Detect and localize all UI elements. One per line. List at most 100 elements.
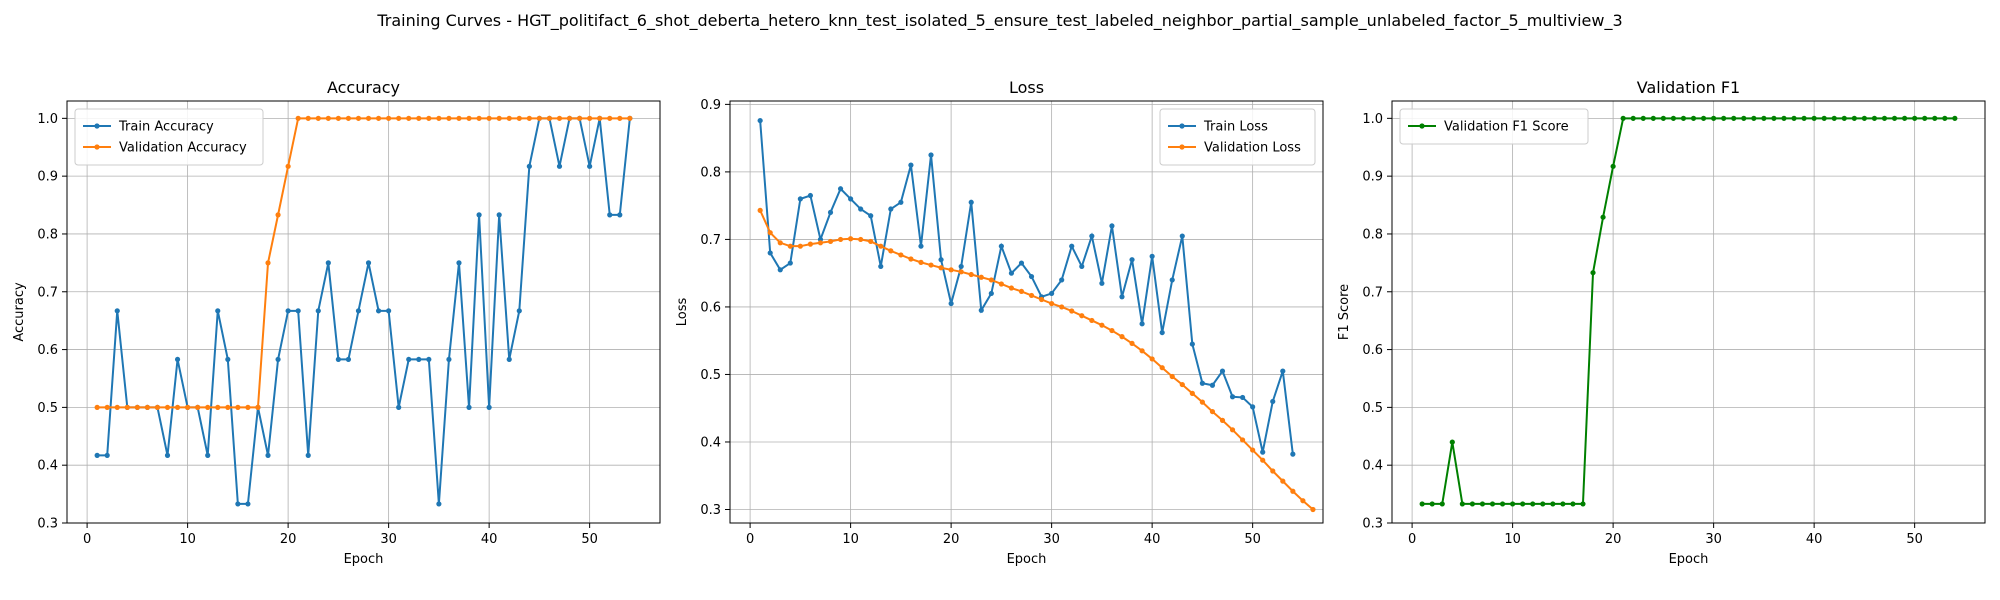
y-tick-label: 0.9: [37, 170, 58, 185]
data-point: [255, 404, 261, 410]
data-point: [807, 192, 814, 199]
y-tick-label: 0.4: [37, 459, 58, 474]
data-point: [174, 356, 181, 363]
data-point: [1028, 292, 1035, 299]
data-point: [1761, 115, 1767, 121]
data-point: [1520, 501, 1526, 507]
data-point: [848, 236, 854, 242]
data-point: [868, 213, 874, 219]
data-point: [587, 115, 593, 121]
data-point: [235, 501, 241, 507]
data-point: [1089, 233, 1095, 239]
data-point: [1821, 115, 1827, 121]
x-tick-label: 30: [380, 532, 397, 547]
data-point: [566, 115, 573, 121]
data-point: [878, 263, 884, 270]
legend-swatch-marker: [94, 123, 100, 129]
data-point: [345, 115, 352, 121]
data-point: [958, 269, 964, 275]
data-point: [858, 236, 864, 243]
data-point: [1239, 394, 1246, 401]
data-point: [295, 308, 301, 314]
data-point: [1139, 321, 1145, 327]
data-point: [1008, 270, 1015, 276]
data-point: [285, 163, 291, 169]
data-point: [1260, 457, 1266, 463]
data-point: [556, 115, 563, 121]
data-point: [948, 267, 954, 273]
data-point: [1610, 163, 1616, 169]
data-point: [556, 163, 563, 169]
x-tick-label: 0: [746, 532, 754, 547]
x-tick-label: 20: [280, 532, 297, 547]
x-tick-label: 40: [481, 532, 498, 547]
data-point: [998, 243, 1004, 249]
data-point: [1499, 501, 1506, 507]
legend-swatch-marker: [1179, 123, 1185, 129]
data-point: [174, 404, 181, 410]
x-axis-label: Epoch: [344, 552, 384, 567]
data-point: [1851, 115, 1857, 121]
data-point: [587, 163, 593, 169]
data-point: [827, 238, 834, 245]
data-point: [205, 404, 211, 410]
data-point: [114, 308, 120, 314]
data-point: [1690, 115, 1697, 121]
data-point: [215, 404, 221, 410]
x-tick-label: 10: [842, 532, 859, 547]
data-point: [386, 308, 392, 314]
data-point: [797, 243, 803, 249]
series-line: [759, 120, 1294, 455]
series-validation-accuracy: [94, 115, 633, 410]
data-point: [978, 307, 984, 313]
data-point: [1219, 417, 1226, 423]
data-point: [365, 115, 372, 121]
data-point: [617, 115, 623, 121]
data-point: [1290, 488, 1296, 494]
data-point: [325, 260, 331, 266]
panel-title: Accuracy: [327, 78, 400, 97]
series-line: [759, 209, 1314, 511]
data-point: [114, 404, 120, 410]
data-point: [1801, 115, 1807, 121]
data-point: [486, 115, 492, 121]
data-point: [104, 404, 110, 410]
data-point: [777, 240, 783, 246]
x-tick-label: 0: [1408, 532, 1416, 547]
x-axis-label: Epoch: [1007, 552, 1047, 567]
y-tick-label: 0.5: [700, 368, 721, 383]
y-tick-label: 0.8: [700, 165, 721, 180]
data-point: [1540, 501, 1546, 507]
data-point: [1239, 437, 1246, 443]
data-point: [1209, 408, 1216, 415]
data-point: [1280, 368, 1286, 374]
data-point: [888, 248, 894, 254]
data-point: [1059, 277, 1065, 283]
data-point: [225, 356, 231, 363]
data-point: [185, 404, 191, 410]
legend-label: Train Accuracy: [118, 120, 214, 135]
data-point: [1932, 115, 1938, 121]
data-point: [1831, 115, 1837, 121]
data-point: [1510, 501, 1516, 507]
legend: Validation F1 Score: [1399, 108, 1589, 145]
data-point: [446, 115, 452, 121]
data-point: [918, 259, 924, 265]
y-tick-label: 0.6: [1362, 343, 1383, 358]
data-point: [918, 243, 924, 249]
series-validation-f1-score: [1419, 115, 1958, 507]
data-point: [466, 115, 472, 121]
data-point: [1570, 501, 1576, 507]
data-point: [1781, 115, 1787, 121]
data-point: [1560, 501, 1566, 507]
data-point: [1650, 115, 1656, 121]
data-point: [1109, 327, 1115, 334]
data-point: [837, 236, 844, 243]
data-point: [315, 308, 321, 314]
data-point: [968, 271, 974, 278]
data-point: [335, 115, 341, 121]
legend-label: Validation Accuracy: [119, 141, 247, 156]
data-point: [627, 115, 633, 121]
legend: Train Accuracy Validation Accuracy: [74, 108, 264, 166]
y-tick-label: 0.3: [37, 517, 58, 532]
